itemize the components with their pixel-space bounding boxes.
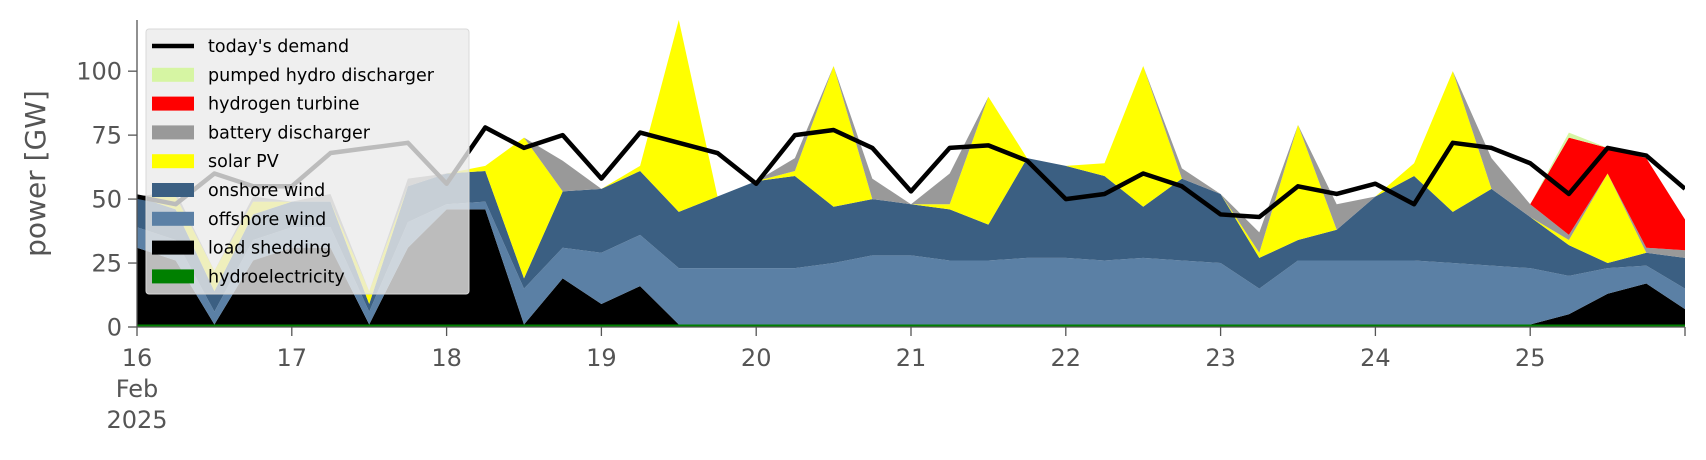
x-tick-label: 23	[1205, 344, 1236, 372]
axes: 0 25 50 75 100 16 Feb 2025 17 18 19 20 21 22 23 24 25 pow…	[19, 20, 1686, 434]
x-tick-label: 21	[896, 344, 927, 372]
legend-label-today-s-demand: today's demand	[208, 37, 349, 57]
y-tick-label: 100	[76, 58, 122, 86]
x-tick-label: 20	[741, 344, 772, 372]
legend-box	[145, 28, 470, 295]
legend-label-load-shedding: load shedding	[208, 239, 331, 259]
legend-swatch-hydroelectricity	[152, 269, 194, 284]
legend-swatch-battery-discharger	[152, 125, 194, 140]
legend-label-hydrogen-turbine: hydrogen turbine	[208, 95, 360, 115]
legend-label-offshore-wind: offshore wind	[208, 210, 326, 230]
x-tick-label: 19	[586, 344, 617, 372]
area-solar-pv	[137, 20, 1685, 304]
x-tick-label: 16	[122, 344, 153, 372]
y-tick-label: 50	[91, 186, 122, 214]
x-tick-label: 17	[277, 344, 308, 372]
x-tick-sublabel-month: Feb	[116, 375, 159, 403]
legend-label-battery-discharger: battery discharger	[208, 123, 371, 143]
legend: today's demand pumped hydro discharger hyd…	[145, 28, 470, 295]
x-tick-label: 24	[1360, 344, 1391, 372]
y-axis-label: power [GW]	[19, 90, 52, 257]
legend-label-hydroelectricity: hydroelectricity	[208, 267, 345, 287]
legend-swatch-onshore-wind	[152, 183, 194, 197]
x-tick-label: 18	[431, 344, 462, 372]
legend-swatch-offshore-wind	[152, 211, 194, 226]
legend-swatch-solar-pv	[152, 154, 194, 169]
legend-label-solar-pv: solar PV	[208, 152, 279, 172]
y-tick-label: 0	[107, 314, 122, 342]
x-tick-label: 22	[1051, 344, 1082, 372]
x-tick-sublabel-year: 2025	[106, 406, 167, 434]
area-offshore-wind	[137, 201, 1685, 325]
legend-swatch-hydrogen-turbine	[152, 96, 194, 111]
legend-swatch-pumped-hydro-discharger	[152, 67, 194, 82]
y-tick-label: 25	[91, 250, 122, 278]
legend-swatch-load-shedding	[152, 240, 194, 255]
legend-label-pumped-hydro-discharger: pumped hydro discharger	[208, 66, 435, 86]
y-tick-label: 75	[91, 122, 122, 150]
area-onshore-wind	[137, 158, 1685, 312]
x-tick-label: 25	[1515, 344, 1546, 372]
legend-label-onshore-wind: onshore wind	[208, 181, 325, 201]
